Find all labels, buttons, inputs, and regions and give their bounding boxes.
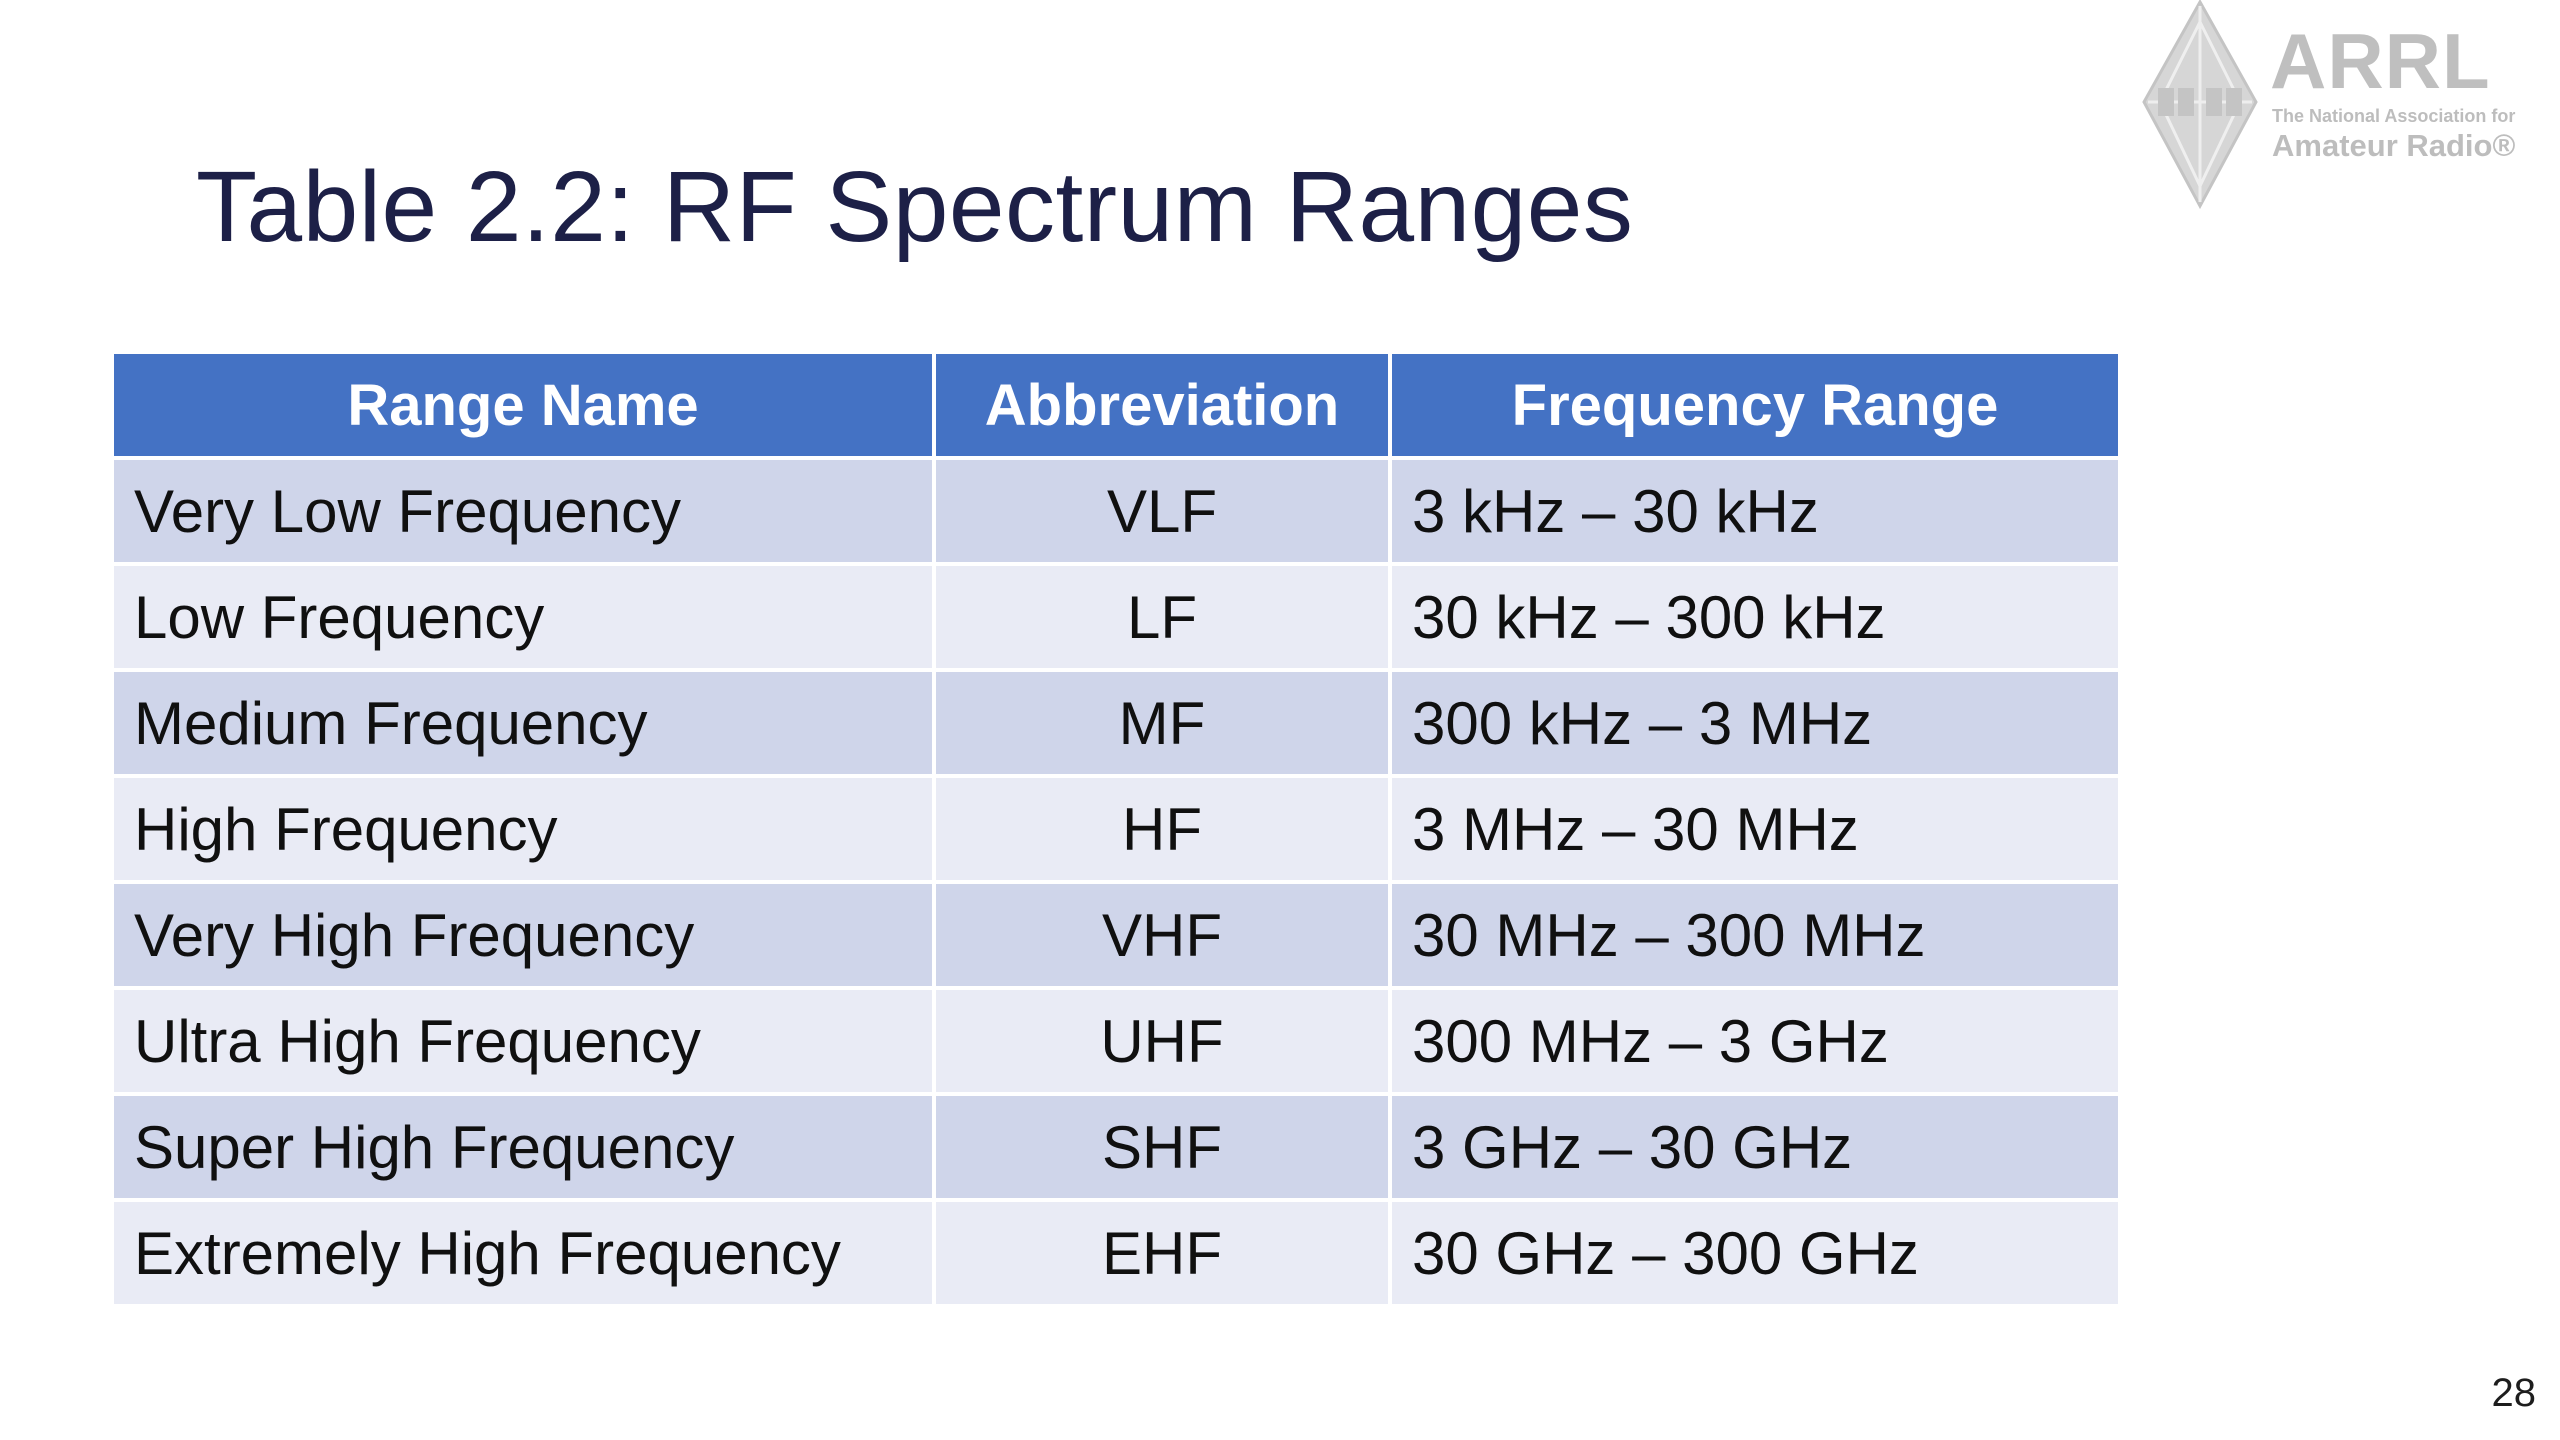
arrl-diamond-emblem-icon <box>2142 0 2258 210</box>
table-row: Low Frequency LF 30 kHz – 300 kHz <box>114 566 2118 668</box>
cell-abbreviation: EHF <box>936 1202 1388 1304</box>
cell-abbreviation: SHF <box>936 1096 1388 1198</box>
rf-spectrum-table: Range Name Abbreviation Frequency Range … <box>110 350 2122 1308</box>
cell-abbreviation: MF <box>936 672 1388 774</box>
table-row: Super High Frequency SHF 3 GHz – 30 GHz <box>114 1096 2118 1198</box>
header-abbreviation: Abbreviation <box>936 354 1388 456</box>
cell-range-name: Super High Frequency <box>114 1096 932 1198</box>
header-range-name: Range Name <box>114 354 932 456</box>
cell-abbreviation: VLF <box>936 460 1388 562</box>
cell-range-name: Medium Frequency <box>114 672 932 774</box>
cell-frequency-range: 3 MHz – 30 MHz <box>1392 778 2118 880</box>
cell-frequency-range: 300 kHz – 3 MHz <box>1392 672 2118 774</box>
cell-frequency-range: 30 GHz – 300 GHz <box>1392 1202 2118 1304</box>
cell-range-name: Very High Frequency <box>114 884 932 986</box>
cell-frequency-range: 300 MHz – 3 GHz <box>1392 990 2118 1092</box>
logo-tagline-line1: The National Association for <box>2272 106 2516 126</box>
logo-wordmark: ARRL <box>2270 17 2491 105</box>
table-row: Medium Frequency MF 300 kHz – 3 MHz <box>114 672 2118 774</box>
table-row: Ultra High Frequency UHF 300 MHz – 3 GHz <box>114 990 2118 1092</box>
cell-range-name: Ultra High Frequency <box>114 990 932 1092</box>
cell-frequency-range: 3 GHz – 30 GHz <box>1392 1096 2118 1198</box>
cell-range-name: Low Frequency <box>114 566 932 668</box>
slide-title: Table 2.2: RF Spectrum Ranges <box>196 151 1634 263</box>
cell-abbreviation: HF <box>936 778 1388 880</box>
cell-range-name: Very Low Frequency <box>114 460 932 562</box>
table-row: Very High Frequency VHF 30 MHz – 300 MHz <box>114 884 2118 986</box>
logo-tagline-line2: Amateur Radio® <box>2272 128 2516 163</box>
arrl-logo: ARRL The National Association for Amateu… <box>2140 0 2560 210</box>
page-number: 28 <box>2491 1371 2537 1415</box>
cell-frequency-range: 30 kHz – 300 kHz <box>1392 566 2118 668</box>
table-row: High Frequency HF 3 MHz – 30 MHz <box>114 778 2118 880</box>
cell-abbreviation: VHF <box>936 884 1388 986</box>
table-row: Very Low Frequency VLF 3 kHz – 30 kHz <box>114 460 2118 562</box>
header-frequency-range: Frequency Range <box>1392 354 2118 456</box>
cell-frequency-range: 3 kHz – 30 kHz <box>1392 460 2118 562</box>
table-header-row: Range Name Abbreviation Frequency Range <box>114 354 2118 456</box>
cell-range-name: Extremely High Frequency <box>114 1202 932 1304</box>
cell-range-name: High Frequency <box>114 778 932 880</box>
cell-abbreviation: LF <box>936 566 1388 668</box>
cell-frequency-range: 30 MHz – 300 MHz <box>1392 884 2118 986</box>
cell-abbreviation: UHF <box>936 990 1388 1092</box>
table-row: Extremely High Frequency EHF 30 GHz – 30… <box>114 1202 2118 1304</box>
